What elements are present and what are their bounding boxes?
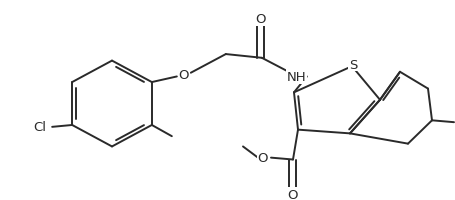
Text: O: O — [257, 151, 268, 164]
Text: O: O — [178, 69, 189, 82]
Text: S: S — [348, 59, 356, 71]
Text: O: O — [287, 189, 298, 200]
Text: NH: NH — [286, 71, 306, 84]
Text: Cl: Cl — [34, 121, 46, 134]
Text: O: O — [255, 13, 266, 26]
